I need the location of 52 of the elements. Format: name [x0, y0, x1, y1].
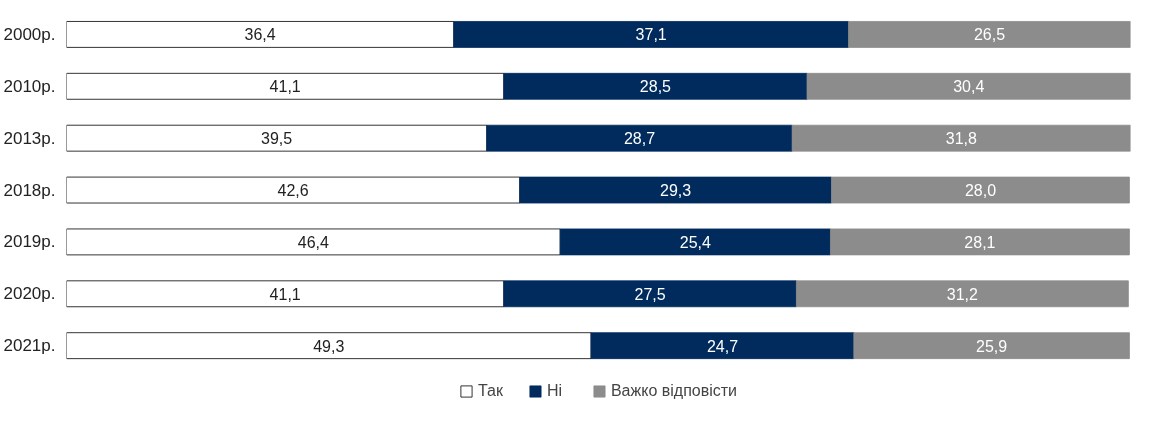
bar — [590, 332, 855, 360]
data-label: 46,4 — [297, 233, 330, 251]
bar — [830, 228, 1130, 256]
y-tick-label: 2021р. — [3, 336, 56, 356]
data-label: 30,4 — [953, 78, 985, 96]
bar — [853, 332, 1130, 360]
bar — [66, 124, 488, 152]
bar — [66, 72, 505, 100]
y-tick-label: 2010р. — [3, 76, 56, 96]
bar — [66, 228, 561, 256]
data-label: 41,1 — [269, 78, 301, 96]
bar — [486, 124, 793, 152]
data-label: 31,2 — [946, 285, 979, 303]
bar — [559, 228, 831, 256]
bar — [66, 21, 455, 48]
bar — [453, 21, 849, 48]
bar — [66, 332, 592, 360]
y-tick-label: 2013р. — [3, 128, 56, 148]
bar — [831, 176, 1130, 204]
data-label: 41,1 — [269, 285, 301, 303]
bar — [791, 124, 1131, 152]
y-tick-label: 2020р. — [3, 284, 56, 304]
bar — [66, 176, 521, 204]
data-label: 29,3 — [660, 182, 692, 200]
data-label: 49,3 — [313, 337, 345, 355]
data-label: 36,4 — [244, 26, 276, 44]
data-label: 24,7 — [706, 337, 739, 355]
data-label: 37,1 — [635, 26, 667, 44]
data-label: 27,5 — [634, 285, 666, 303]
data-label: 42,6 — [277, 182, 309, 200]
data-label: 28,1 — [964, 233, 996, 251]
data-label: 28,5 — [639, 78, 672, 96]
bar — [848, 21, 1131, 48]
legend-label: Так — [477, 382, 503, 400]
data-label: 28,7 — [623, 130, 656, 148]
data-label: 26,5 — [973, 26, 1006, 44]
bar — [519, 176, 832, 204]
y-tick-label: 2000р. — [3, 24, 56, 44]
y-tick-label: 2018р. — [3, 180, 56, 200]
bar — [503, 72, 808, 100]
data-label: 39,5 — [261, 130, 293, 148]
bar — [796, 280, 1129, 308]
legend-label: Важко відповісти — [610, 382, 738, 400]
data-label: 31,8 — [945, 130, 977, 148]
data-label: 28,0 — [964, 182, 997, 200]
bar — [503, 280, 797, 308]
data-label: 25,9 — [976, 337, 1008, 355]
y-tick-label: 2019р. — [3, 232, 56, 252]
legend-label: Ні — [546, 382, 564, 400]
bar — [806, 72, 1131, 100]
bar — [66, 280, 505, 308]
data-label: 25,4 — [679, 233, 711, 251]
